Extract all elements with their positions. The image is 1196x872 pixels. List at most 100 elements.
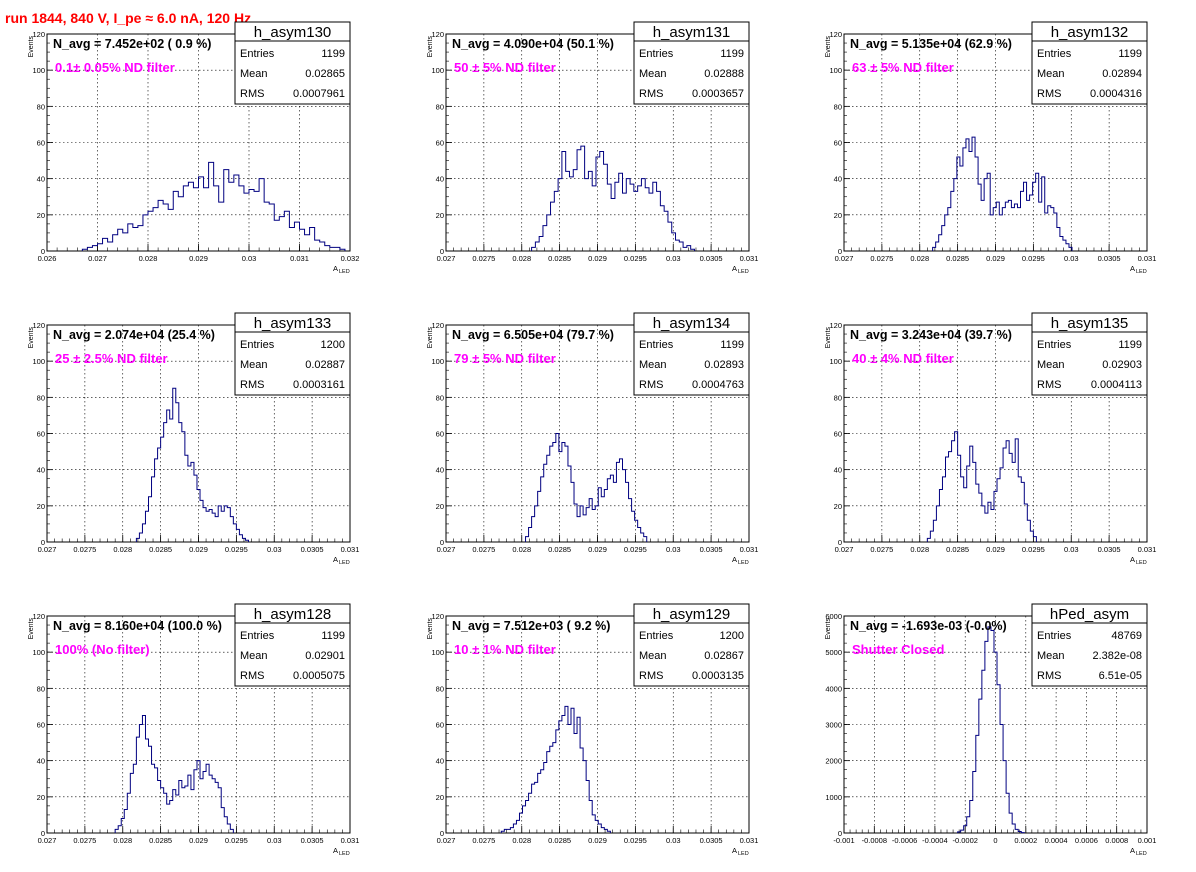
y-tick-label: 60	[37, 139, 45, 148]
y-tick-label: 0	[838, 829, 842, 838]
navg-label: N_avg = 2.074e+04 (25.4 %)	[53, 328, 215, 342]
histogram-panel-h_asym133: 0 20 40 60 80 100 120 0.027 0.0275 0.028 0.0285 0.0…	[28, 312, 359, 566]
stats-key: Mean	[1037, 650, 1065, 662]
y-tick-label: 60	[37, 430, 45, 439]
stats-title: h_asym128	[254, 606, 332, 623]
y-tick-label: 100	[431, 648, 444, 657]
stats-value: 0.0004316	[1090, 88, 1142, 100]
x-tick-label: 0.001	[1138, 836, 1157, 845]
x-tick-label: 0.0275	[472, 545, 495, 554]
x-tick-label: -0.0004	[922, 836, 947, 845]
y-tick-label: 0	[440, 538, 444, 547]
x-tick-label: 0.0004	[1045, 836, 1068, 845]
stats-value: 0.02887	[305, 359, 345, 371]
x-tick-label: 0.0275	[870, 254, 893, 263]
y-tick-label: 0	[41, 538, 45, 547]
x-axis-label: A	[732, 264, 737, 273]
y-tick-label: 120	[431, 30, 444, 39]
stats-value: 1199	[321, 630, 345, 642]
stats-title: h_asym131	[653, 24, 731, 41]
stats-key: Mean	[639, 68, 667, 80]
y-axis-label: Events	[825, 36, 832, 58]
stats-key: Mean	[639, 359, 667, 371]
y-tick-label: 120	[829, 321, 842, 330]
stats-title: h_asym130	[254, 24, 332, 41]
x-tick-label: 0.0285	[548, 254, 571, 263]
x-tick-label: 0.0275	[73, 545, 96, 554]
filter-label: 100% (No filter)	[55, 642, 150, 657]
stats-value: 0.0003657	[692, 88, 744, 100]
x-axis-label-subscript: LED	[738, 560, 749, 566]
y-tick-label: 20	[834, 502, 842, 511]
y-tick-label: 0	[838, 247, 842, 256]
stats-key: Entries	[240, 339, 275, 351]
y-tick-label: 40	[436, 757, 444, 766]
stats-key: RMS	[1037, 88, 1061, 100]
y-tick-label: 5000	[825, 648, 842, 657]
stats-value: 0.02888	[704, 68, 744, 80]
histogram-line	[926, 431, 1037, 542]
y-tick-label: 40	[37, 757, 45, 766]
x-tick-label: 0.027	[437, 545, 456, 554]
x-axis-label: A	[333, 846, 338, 855]
stats-key: RMS	[639, 88, 663, 100]
stats-key: RMS	[1037, 379, 1061, 391]
stats-value: 1200	[720, 630, 744, 642]
stats-key: RMS	[240, 379, 264, 391]
stats-value: 48769	[1111, 630, 1142, 642]
x-tick-label: 0.0295	[1022, 545, 1045, 554]
navg-label: N_avg = 6.505e+04 (79.7 %)	[452, 328, 614, 342]
x-tick-label: 0.0275	[73, 836, 96, 845]
x-tick-label: -0.0006	[892, 836, 917, 845]
x-tick-label: 0.031	[740, 836, 759, 845]
stats-key: RMS	[639, 379, 663, 391]
x-tick-label: 0.031	[740, 254, 759, 263]
filter-label: 25 ± 2.5% ND filter	[55, 351, 168, 366]
y-tick-label: 60	[436, 430, 444, 439]
x-tick-label: 0.027	[437, 254, 456, 263]
x-tick-label: 0	[993, 836, 997, 845]
x-axis-label: A	[333, 555, 338, 564]
stats-value: 0.0003161	[293, 379, 345, 391]
histogram-line	[81, 161, 346, 251]
x-tick-label: 0.027	[88, 254, 107, 263]
x-axis-label: A	[1130, 264, 1135, 273]
stats-key: Entries	[639, 339, 674, 351]
x-axis-label: A	[1130, 555, 1135, 564]
filter-label: 50 ± 5% ND filter	[454, 60, 556, 75]
stats-value: 0.02894	[1102, 68, 1142, 80]
stats-value: 6.51e-05	[1099, 670, 1142, 682]
y-tick-label: 120	[32, 30, 45, 39]
x-tick-label: 0.03	[267, 545, 282, 554]
stats-key: RMS	[240, 670, 264, 682]
y-tick-label: 80	[834, 393, 842, 402]
x-tick-label: 0.0295	[225, 836, 248, 845]
y-tick-label: 20	[37, 211, 45, 220]
x-tick-label: 0.03	[666, 545, 681, 554]
stats-title: hPed_asym	[1050, 606, 1129, 623]
y-tick-label: 0	[838, 538, 842, 547]
histogram-panel-h_asym134: 0 20 40 60 80 100 120 0.027 0.0275 0.028 0.0285 0.0…	[427, 312, 758, 566]
y-tick-label: 60	[37, 721, 45, 730]
stats-key: RMS	[639, 670, 663, 682]
stats-key: Entries	[639, 630, 674, 642]
stats-box	[1031, 603, 1148, 687]
stats-key: Mean	[240, 650, 268, 662]
stats-value: 0.0007961	[293, 88, 345, 100]
y-axis-label: Events	[825, 327, 832, 349]
histogram-panel-h_asym130: 0 20 40 60 80 100 120 0.026 0.027 0.028 0.029 0.03 0…	[28, 21, 359, 275]
stats-value: 0.02901	[305, 650, 345, 662]
stats-key: Mean	[1037, 68, 1065, 80]
x-tick-label: 0.028	[512, 254, 531, 263]
x-tick-label: 0.027	[38, 545, 57, 554]
x-tick-label: 0.0295	[1022, 254, 1045, 263]
y-tick-label: 3000	[825, 721, 842, 730]
x-tick-label: 0.0295	[624, 254, 647, 263]
y-axis-label: Events	[28, 36, 35, 58]
x-tick-label: 0.031	[341, 836, 360, 845]
x-tick-label: 0.03	[1064, 254, 1079, 263]
stats-value: 1199	[720, 48, 744, 60]
y-tick-label: 20	[436, 793, 444, 802]
filter-label: 79 ± 5% ND filter	[454, 351, 556, 366]
x-tick-label: 0.0305	[301, 836, 324, 845]
